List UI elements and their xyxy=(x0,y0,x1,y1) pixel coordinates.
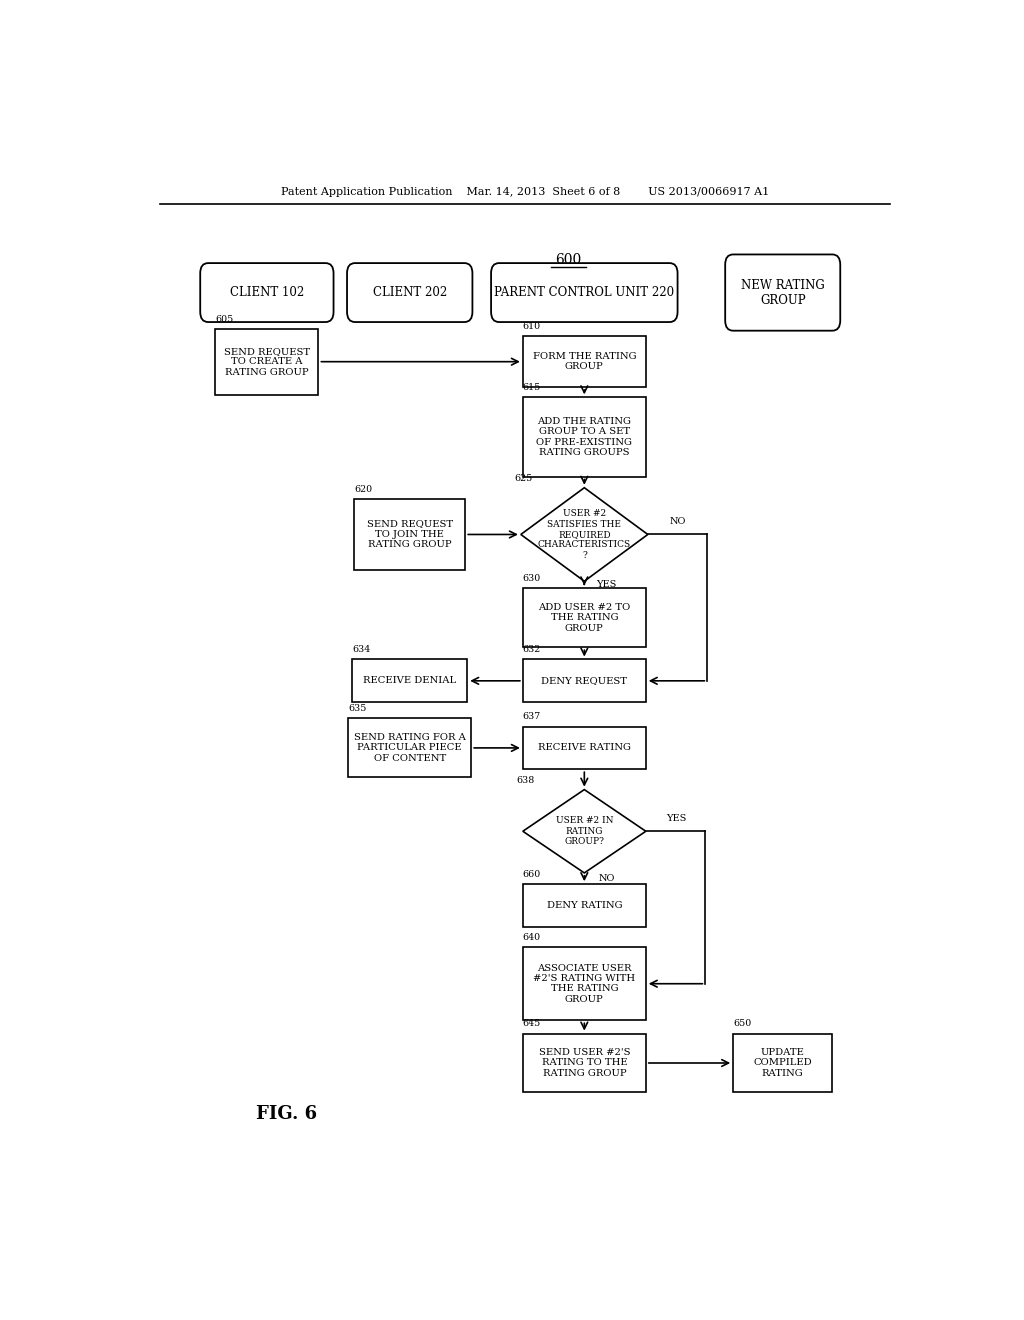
Text: 610: 610 xyxy=(523,322,541,331)
FancyBboxPatch shape xyxy=(523,726,646,770)
Text: ASSOCIATE USER
#2'S RATING WITH
THE RATING
GROUP: ASSOCIATE USER #2'S RATING WITH THE RATI… xyxy=(534,964,635,1003)
FancyBboxPatch shape xyxy=(523,1034,646,1093)
Text: 635: 635 xyxy=(348,705,367,713)
FancyBboxPatch shape xyxy=(348,718,471,777)
Text: RECEIVE DENIAL: RECEIVE DENIAL xyxy=(364,676,457,685)
Text: 634: 634 xyxy=(352,645,371,655)
FancyBboxPatch shape xyxy=(523,337,646,387)
FancyBboxPatch shape xyxy=(352,660,467,702)
Text: CLIENT 202: CLIENT 202 xyxy=(373,286,446,300)
Text: SEND USER #2'S
RATING TO THE
RATING GROUP: SEND USER #2'S RATING TO THE RATING GROU… xyxy=(539,1048,630,1078)
Text: UPDATE
COMPILED
RATING: UPDATE COMPILED RATING xyxy=(754,1048,812,1078)
Text: DENY RATING: DENY RATING xyxy=(547,902,623,909)
Text: USER #2 IN
RATING
GROUP?: USER #2 IN RATING GROUP? xyxy=(556,816,613,846)
Text: 620: 620 xyxy=(354,484,373,494)
FancyBboxPatch shape xyxy=(215,329,318,395)
Text: RECEIVE RATING: RECEIVE RATING xyxy=(538,743,631,752)
Text: DENY REQUEST: DENY REQUEST xyxy=(542,676,628,685)
FancyBboxPatch shape xyxy=(201,263,334,322)
FancyBboxPatch shape xyxy=(725,255,841,331)
FancyBboxPatch shape xyxy=(492,263,678,322)
Text: YES: YES xyxy=(596,581,616,589)
Text: ADD USER #2 TO
THE RATING
GROUP: ADD USER #2 TO THE RATING GROUP xyxy=(539,603,631,632)
Text: FORM THE RATING
GROUP: FORM THE RATING GROUP xyxy=(532,352,636,371)
Polygon shape xyxy=(523,789,646,873)
Text: NEW RATING
GROUP: NEW RATING GROUP xyxy=(740,279,824,306)
FancyBboxPatch shape xyxy=(523,660,646,702)
Text: USER #2
SATISFIES THE
REQUIRED
CHARACTERISTICS
?: USER #2 SATISFIES THE REQUIRED CHARACTER… xyxy=(538,510,631,560)
FancyBboxPatch shape xyxy=(523,884,646,927)
FancyBboxPatch shape xyxy=(523,948,646,1020)
Text: SEND REQUEST
TO JOIN THE
RATING GROUP: SEND REQUEST TO JOIN THE RATING GROUP xyxy=(367,520,453,549)
Text: YES: YES xyxy=(666,813,686,822)
Text: 625: 625 xyxy=(514,474,532,483)
Text: 640: 640 xyxy=(523,933,541,942)
Text: 650: 650 xyxy=(733,1019,752,1028)
Text: 632: 632 xyxy=(523,645,541,655)
Text: ADD THE RATING
GROUP TO A SET
OF PRE-EXISTING
RATING GROUPS: ADD THE RATING GROUP TO A SET OF PRE-EXI… xyxy=(537,417,632,457)
Text: 605: 605 xyxy=(215,314,233,323)
FancyBboxPatch shape xyxy=(347,263,472,322)
Text: 630: 630 xyxy=(523,574,541,583)
Text: CLIENT 102: CLIENT 102 xyxy=(229,286,304,300)
Text: NO: NO xyxy=(598,874,614,883)
Text: 615: 615 xyxy=(523,383,541,392)
Text: PARENT CONTROL UNIT 220: PARENT CONTROL UNIT 220 xyxy=(495,286,675,300)
Text: 645: 645 xyxy=(523,1019,541,1028)
Text: SEND RATING FOR A
PARTICULAR PIECE
OF CONTENT: SEND RATING FOR A PARTICULAR PIECE OF CO… xyxy=(353,733,466,763)
Text: 638: 638 xyxy=(516,776,535,784)
FancyBboxPatch shape xyxy=(523,589,646,647)
Text: 600: 600 xyxy=(555,253,582,267)
Text: FIG. 6: FIG. 6 xyxy=(256,1105,317,1123)
FancyBboxPatch shape xyxy=(354,499,465,570)
FancyBboxPatch shape xyxy=(733,1034,833,1093)
Text: SEND REQUEST
TO CREATE A
RATING GROUP: SEND REQUEST TO CREATE A RATING GROUP xyxy=(224,347,310,376)
Text: 660: 660 xyxy=(523,870,541,879)
Polygon shape xyxy=(521,487,648,581)
FancyBboxPatch shape xyxy=(523,397,646,477)
Text: 637: 637 xyxy=(523,713,541,722)
Text: Patent Application Publication    Mar. 14, 2013  Sheet 6 of 8        US 2013/006: Patent Application Publication Mar. 14, … xyxy=(281,187,769,197)
Text: NO: NO xyxy=(670,516,686,525)
